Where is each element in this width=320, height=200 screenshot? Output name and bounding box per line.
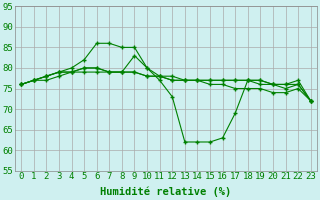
X-axis label: Humidité relative (%): Humidité relative (%) [100,187,232,197]
